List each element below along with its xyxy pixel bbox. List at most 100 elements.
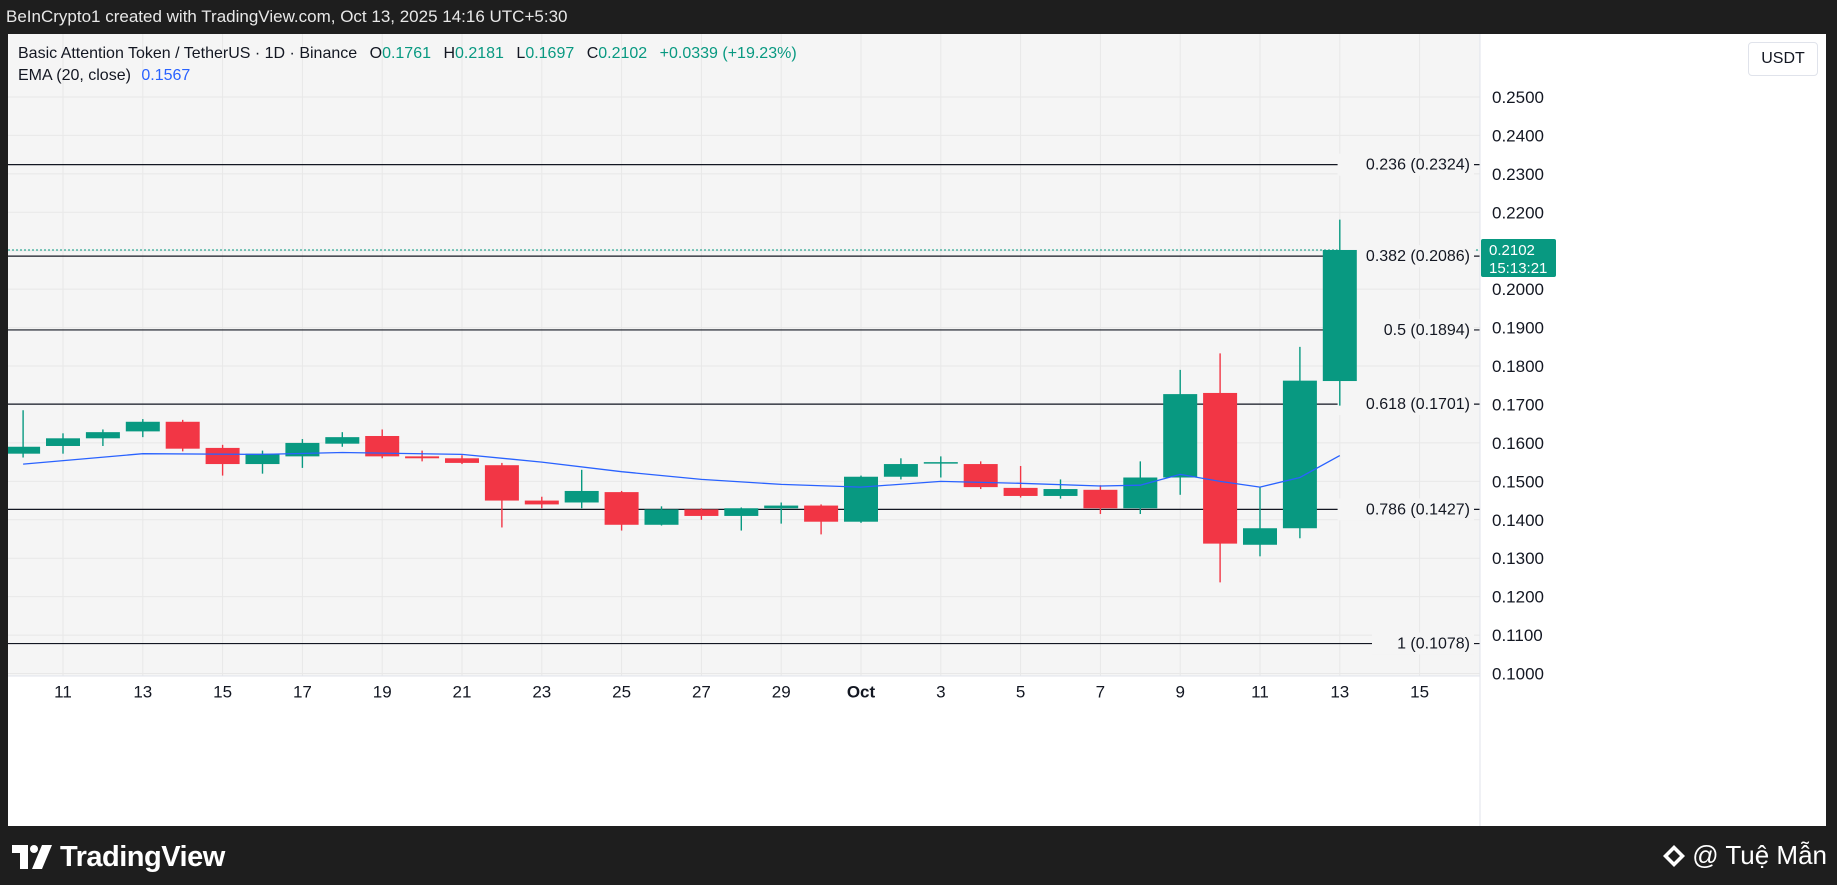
price-axis[interactable]: 0.25000.24000.23000.22000.21000.20000.19…	[1492, 88, 1544, 684]
tradingview-mark-icon	[12, 845, 52, 869]
tradingview-brand: TradingView	[60, 840, 225, 873]
chart-attribution: BeInCrypto1 created with TradingView.com…	[6, 7, 568, 26]
price-tick-label: 0.1600	[1492, 434, 1544, 453]
close-label: C	[586, 45, 599, 62]
last-price-value: 0.2102	[1489, 242, 1535, 259]
ema-line	[23, 451, 1341, 488]
currency-button[interactable]: USDT	[1748, 42, 1818, 76]
candle	[484, 462, 519, 528]
candle-body	[724, 508, 759, 516]
low-value: 0.1697	[525, 45, 575, 62]
candle	[804, 504, 839, 535]
candle-body	[8, 446, 41, 454]
candle	[165, 419, 200, 452]
time-tick-label: Oct	[847, 683, 876, 702]
candle-body	[963, 464, 998, 488]
candle	[1243, 487, 1277, 557]
time-tick-label: 13	[133, 683, 152, 702]
candle-body	[445, 458, 479, 463]
fib-level-label: 0.382 (0.2086)	[1366, 248, 1470, 265]
time-tick-label: 15	[213, 683, 232, 702]
candle-body	[1243, 528, 1277, 545]
fib-label-bg	[1337, 393, 1474, 416]
high-value: 0.2181	[455, 45, 504, 62]
time-tick-label: 11	[54, 683, 72, 702]
candle-body	[604, 492, 639, 525]
candle	[1003, 465, 1038, 498]
ema-indicator-label[interactable]: EMA (20, close)	[18, 67, 131, 84]
candle	[604, 490, 639, 531]
fib-label-bg	[1337, 498, 1474, 521]
candle-body	[1043, 489, 1078, 496]
change-value: +0.0339 (+19.23%)	[659, 45, 797, 62]
candle-body	[1322, 249, 1357, 382]
time-axis[interactable]: 11 13 15 17 19 21 23 25 27 29 Oct 3 5 7 9 11 13 15	[54, 683, 1429, 702]
chart-panel[interactable]: 0.236 (0.2324) 0.382 (0.2086) 0.5 (0.1894)…	[8, 34, 1826, 826]
time-tick-label: 3	[936, 683, 945, 702]
diamond-icon	[1663, 844, 1686, 867]
high-label: H	[443, 45, 456, 62]
candle	[85, 429, 120, 446]
fib-level-label: 0.5 (0.1894)	[1384, 322, 1470, 339]
candle-body	[365, 435, 400, 457]
price-tick-label: 0.1000	[1492, 665, 1544, 684]
fib-label-bg	[1372, 632, 1474, 655]
candle-body	[844, 476, 878, 522]
open-label: O	[369, 45, 383, 62]
candle-body	[205, 447, 240, 465]
candle-body	[125, 421, 160, 432]
fib-level-label: 0.786 (0.1427)	[1366, 501, 1470, 518]
candle	[205, 444, 240, 476]
grid	[8, 34, 1480, 676]
symbol-title[interactable]: Basic Attention Token / TetherUS · 1D · …	[18, 45, 358, 62]
candle	[125, 419, 160, 438]
candle	[844, 475, 878, 523]
candle	[1083, 485, 1118, 515]
candle	[1163, 369, 1198, 495]
candle	[724, 507, 759, 531]
footer: TradingView @ Tuệ Mẫn	[0, 826, 1837, 885]
price-tick-label: 0.1100	[1492, 626, 1543, 645]
price-tick-label: 0.2400	[1492, 126, 1544, 145]
price-tick-label: 0.1500	[1492, 472, 1544, 491]
time-tick-label: 15	[1410, 683, 1429, 702]
candle-body	[883, 464, 918, 477]
author-name: @ Tuệ Mẫn	[1692, 840, 1827, 870]
candle	[963, 461, 998, 490]
time-tick-label: 9	[1175, 683, 1184, 702]
fibonacci-labels: 0.236 (0.2324) 0.382 (0.2086) 0.5 (0.1894)…	[1366, 157, 1470, 653]
low-label: L	[516, 45, 526, 62]
tradingview-logo[interactable]: TradingView	[12, 841, 225, 873]
price-chart[interactable]: 0.236 (0.2324) 0.382 (0.2086) 0.5 (0.1894)…	[8, 34, 1826, 826]
time-tick-label: 13	[1330, 683, 1349, 702]
time-tick-label: 23	[532, 683, 551, 702]
price-tick-label: 0.1400	[1492, 511, 1544, 530]
time-tick-label: 29	[772, 683, 791, 702]
fib-level-label: 0.618 (0.1701)	[1366, 396, 1470, 413]
candle-body	[1203, 392, 1238, 544]
price-tick-label: 0.1700	[1492, 395, 1544, 414]
price-tick-label: 0.2300	[1492, 165, 1544, 184]
candle	[764, 502, 799, 524]
candle-body	[804, 505, 839, 522]
price-tick-label: 0.2000	[1492, 280, 1544, 299]
time-tick-label: 7	[1096, 683, 1105, 702]
candle-body	[245, 453, 280, 465]
candle-body	[764, 505, 799, 509]
candle	[405, 450, 440, 462]
candle-body	[165, 421, 200, 449]
candle-body	[1083, 489, 1118, 509]
candle-body	[524, 500, 559, 505]
candle-body	[1163, 394, 1198, 478]
candle	[1282, 346, 1317, 539]
candle	[1322, 219, 1357, 406]
time-tick-label: 17	[293, 683, 312, 702]
candle-body	[46, 438, 80, 446]
fib-label-bg	[1337, 245, 1474, 268]
candle	[883, 458, 918, 480]
candle	[46, 433, 80, 454]
time-tick-label: 19	[373, 683, 392, 702]
candle-body	[644, 509, 679, 525]
candle	[564, 469, 599, 509]
candle-body	[484, 465, 519, 501]
